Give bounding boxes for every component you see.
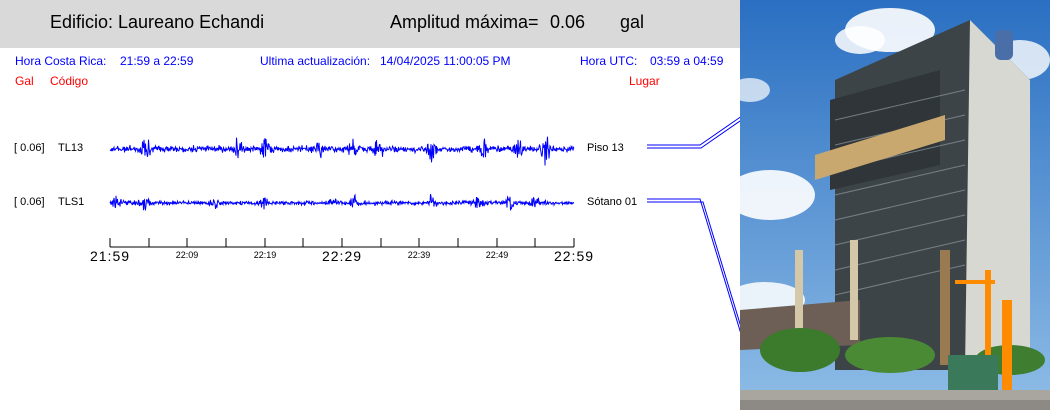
amplitude-value: 0.06: [550, 12, 586, 32]
column-place: Lugar: [629, 74, 660, 88]
building-photo: [740, 0, 1050, 410]
channel-code-tls1: TLS1: [58, 196, 85, 208]
leader-line-piso13: [647, 116, 740, 146]
seismic-trace-tl13: [109, 136, 575, 166]
tick-label-22-49: 22:49: [485, 250, 509, 260]
amplitude-label: Amplitud máxima=: [390, 12, 539, 32]
seismic-trace-tls1: [109, 193, 575, 212]
tick-label-22-09: 22:09: [175, 250, 199, 260]
building-title: Edificio: Laureano Echandi: [50, 12, 265, 32]
utc-time-value: 03:59 a 04:59: [650, 54, 724, 68]
column-gal: Gal: [15, 74, 34, 88]
leader-line-sotano01: [647, 198, 740, 333]
time-axis-ticks: [109, 238, 575, 247]
column-code: Código: [50, 74, 89, 88]
update-label: Ultima actualización:: [260, 54, 371, 68]
tick-label-22-39: 22:39: [407, 250, 431, 260]
leader-line-piso13-shadow: [647, 120, 740, 149]
channel-place-tl13: Piso 13: [587, 142, 624, 154]
utc-time-label: Hora UTC:: [580, 54, 638, 68]
channel-place-tls1: Sótano 01: [587, 196, 638, 208]
tick-label-22-29: 22:29: [321, 248, 363, 264]
cr-time-label: Hora Costa Rica:: [15, 54, 107, 68]
update-value: 14/04/2025 11:00:05 PM: [380, 54, 511, 68]
tick-label-21-59: 21:59: [89, 248, 131, 264]
tick-label-22-19: 22:19: [253, 250, 277, 260]
header-bar: Edificio: Laureano Echandi Amplitud máxi…: [0, 0, 740, 48]
tick-label-22-59: 22:59: [553, 248, 595, 264]
channel-gal-tl13: [ 0.06]: [14, 142, 45, 154]
seismogram-plot: [109, 116, 740, 333]
cr-time-value: 21:59 a 22:59: [120, 54, 194, 68]
leader-line-sotano01-shadow: [647, 201, 740, 326]
amplitude-unit: gal: [620, 12, 645, 32]
channel-gal-tls1: [ 0.06]: [14, 196, 45, 208]
channel-code-tl13: TL13: [58, 142, 84, 154]
